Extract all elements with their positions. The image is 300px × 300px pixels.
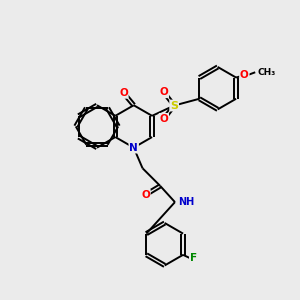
Text: O: O (119, 88, 128, 98)
Text: O: O (160, 87, 168, 97)
Text: N: N (129, 142, 138, 153)
Text: F: F (190, 254, 197, 263)
Text: NH: NH (178, 197, 195, 207)
Text: O: O (141, 190, 150, 200)
Text: O: O (240, 70, 249, 80)
Text: CH₃: CH₃ (258, 68, 276, 77)
Text: S: S (170, 100, 178, 110)
Text: O: O (160, 114, 168, 124)
